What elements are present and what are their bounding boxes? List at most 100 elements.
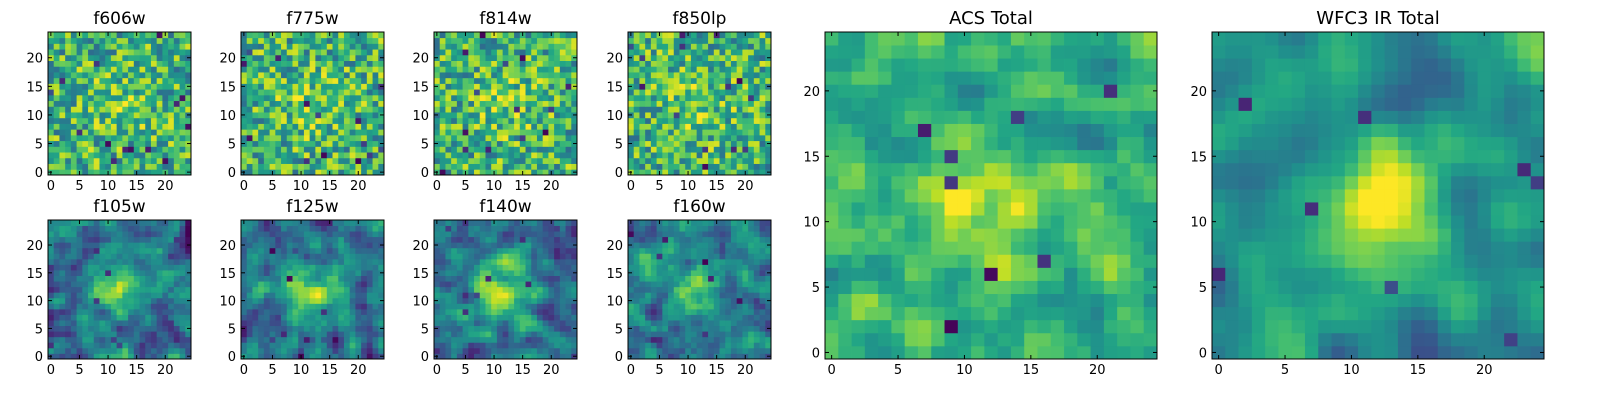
heatmap-cell [559,43,566,50]
heatmap-cell [531,163,538,170]
heatmap-cell [99,89,106,96]
heatmap-cell [519,134,526,142]
heatmap-cell [179,270,186,276]
heatmap-cell [736,347,743,354]
heatmap-cell [548,292,555,299]
heatmap-cell [536,320,544,327]
heatmap-cell [502,258,509,265]
heatmap-cell [65,49,72,56]
heatmap-cell [548,163,555,170]
heatmap-cell [491,129,498,136]
heatmap-cell [93,140,100,147]
heatmap-cell [275,140,282,147]
heatmap-cell [263,247,270,254]
heatmap-cell [508,308,515,315]
heatmap-cell [99,100,106,107]
heatmap-cell [185,231,192,238]
heatmap-cell [99,37,106,44]
heatmap-cell [474,37,481,44]
heatmap-cell [445,270,452,276]
axes-frame [433,219,578,360]
heatmap-cell [542,94,549,102]
heatmap-cell [150,225,158,232]
heatmap-cell [639,66,646,73]
heatmap-cell [479,157,486,164]
heatmap-cell [536,100,544,107]
heatmap-cell [105,94,112,102]
heatmap-cell [173,43,180,50]
heatmap-cell [269,225,276,232]
heatmap-cell [462,275,469,282]
heatmap-cell [263,43,270,50]
heatmap-cell [105,66,112,73]
heatmap-cell [525,236,532,243]
heatmap-cell [656,100,663,107]
heatmap-cell [685,106,692,113]
heatmap-cell [673,117,680,124]
heatmap-cell [338,106,345,113]
heatmap-cell [252,264,259,271]
heatmap-cell [156,66,163,73]
heatmap-cell [491,264,498,271]
heatmap-cell [246,225,253,232]
heatmap-cell [462,49,469,56]
heatmap-cell [185,220,192,226]
heatmap-cell [462,325,469,332]
heatmap-cell [690,163,698,170]
heatmap-cell [93,106,100,113]
heatmap-cell [292,314,299,321]
heatmap-cell [485,140,492,147]
panel-title: f125w [286,197,338,217]
heatmap-cell [150,342,158,349]
heatmap-cell [258,264,265,271]
heatmap-cell [702,89,709,96]
heatmap-cell [508,157,515,164]
heatmap-cell [139,37,146,44]
heatmap-cell [88,37,95,44]
heatmap-cell [439,106,446,113]
heatmap-cell [548,270,555,276]
heatmap-cell [690,112,698,119]
y-tick-label: 15 [606,80,623,95]
heatmap-cell [252,353,259,360]
heatmap-cell [519,258,526,265]
heatmap-cell [708,134,715,142]
heatmap-cell [88,320,95,327]
heatmap-cell [263,347,270,354]
heatmap-cell [59,292,66,299]
heatmap-cell [456,253,463,260]
heatmap-cell [639,83,646,90]
heatmap-cell [332,66,339,73]
heatmap-cell [133,314,140,321]
heatmap-cell [445,49,452,56]
heatmap-cell [110,123,118,130]
heatmap-cell [485,247,492,254]
heatmap-cell [309,308,316,315]
heatmap-cell [742,66,749,73]
heatmap-cell [650,152,657,159]
heatmap-cell [662,94,669,102]
heatmap-cell [639,353,646,360]
heatmap-cell [82,347,89,354]
heatmap-cell [445,54,452,61]
heatmap-cell [554,220,561,226]
heatmap-cell [59,247,66,254]
heatmap-cell [708,325,715,332]
heatmap-cell [491,320,498,327]
heatmap-cell [542,242,549,249]
heatmap-cell [99,112,106,119]
heatmap-cell [269,83,276,90]
heatmap-cell [93,286,100,293]
heatmap-cell [496,146,504,153]
heatmap-cell [145,270,152,276]
heatmap-cell [133,297,140,304]
heatmap-cell [554,292,561,299]
heatmap-cell [122,123,129,130]
heatmap-cell [702,347,709,354]
heatmap-cell [321,106,328,113]
heatmap-cell [179,331,186,338]
heatmap-cell [679,320,686,327]
heatmap-cell [502,303,509,310]
heatmap-cell [508,331,515,338]
heatmap-cell [742,157,749,164]
